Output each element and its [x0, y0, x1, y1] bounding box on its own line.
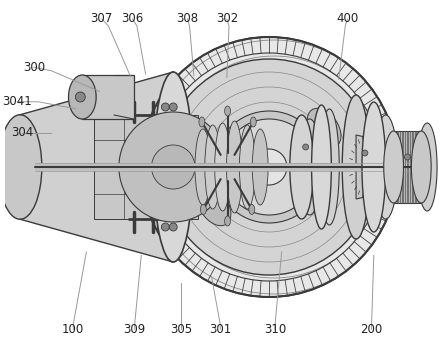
- Text: 400: 400: [337, 12, 359, 26]
- Ellipse shape: [199, 117, 205, 127]
- Circle shape: [141, 37, 397, 297]
- Polygon shape: [82, 75, 134, 119]
- Ellipse shape: [215, 123, 230, 211]
- Ellipse shape: [226, 121, 242, 213]
- Ellipse shape: [200, 205, 206, 215]
- Text: 306: 306: [121, 12, 143, 26]
- Text: 301: 301: [209, 323, 231, 336]
- Circle shape: [303, 144, 309, 150]
- Ellipse shape: [68, 75, 96, 119]
- Ellipse shape: [307, 108, 341, 148]
- Ellipse shape: [252, 129, 268, 205]
- Ellipse shape: [412, 131, 431, 203]
- Ellipse shape: [298, 119, 321, 215]
- Text: 308: 308: [176, 12, 198, 26]
- Circle shape: [169, 103, 177, 111]
- Ellipse shape: [417, 123, 437, 211]
- Polygon shape: [356, 135, 374, 199]
- Ellipse shape: [239, 125, 255, 209]
- Ellipse shape: [374, 115, 397, 219]
- Polygon shape: [94, 115, 198, 219]
- Polygon shape: [393, 131, 421, 203]
- Circle shape: [214, 111, 325, 223]
- Ellipse shape: [320, 109, 339, 225]
- Text: 305: 305: [170, 323, 192, 336]
- Circle shape: [404, 154, 410, 160]
- Text: 310: 310: [264, 323, 286, 336]
- Circle shape: [169, 223, 177, 231]
- Circle shape: [161, 223, 169, 231]
- Ellipse shape: [342, 95, 370, 239]
- Text: 304: 304: [11, 126, 33, 139]
- Circle shape: [222, 119, 317, 215]
- Text: 302: 302: [216, 12, 238, 26]
- Circle shape: [362, 150, 368, 156]
- Circle shape: [161, 103, 169, 111]
- Ellipse shape: [154, 72, 193, 262]
- Ellipse shape: [205, 125, 221, 209]
- Ellipse shape: [250, 117, 256, 127]
- Ellipse shape: [290, 115, 313, 219]
- Text: 200: 200: [361, 323, 383, 336]
- Circle shape: [151, 145, 195, 189]
- Ellipse shape: [384, 131, 404, 203]
- Circle shape: [75, 92, 85, 102]
- Text: 300: 300: [23, 61, 45, 74]
- Ellipse shape: [362, 102, 386, 232]
- Polygon shape: [20, 72, 173, 262]
- Ellipse shape: [0, 115, 42, 219]
- Ellipse shape: [225, 216, 230, 226]
- Text: 100: 100: [62, 323, 84, 336]
- Polygon shape: [35, 163, 420, 171]
- Text: 307: 307: [91, 12, 113, 26]
- Circle shape: [251, 149, 287, 185]
- Ellipse shape: [225, 106, 230, 116]
- Text: 3041: 3041: [3, 95, 32, 108]
- Circle shape: [163, 59, 376, 275]
- Ellipse shape: [195, 129, 211, 205]
- Ellipse shape: [249, 205, 255, 215]
- Circle shape: [119, 112, 228, 222]
- Ellipse shape: [197, 186, 231, 226]
- Text: 309: 309: [123, 323, 146, 336]
- Ellipse shape: [312, 105, 331, 229]
